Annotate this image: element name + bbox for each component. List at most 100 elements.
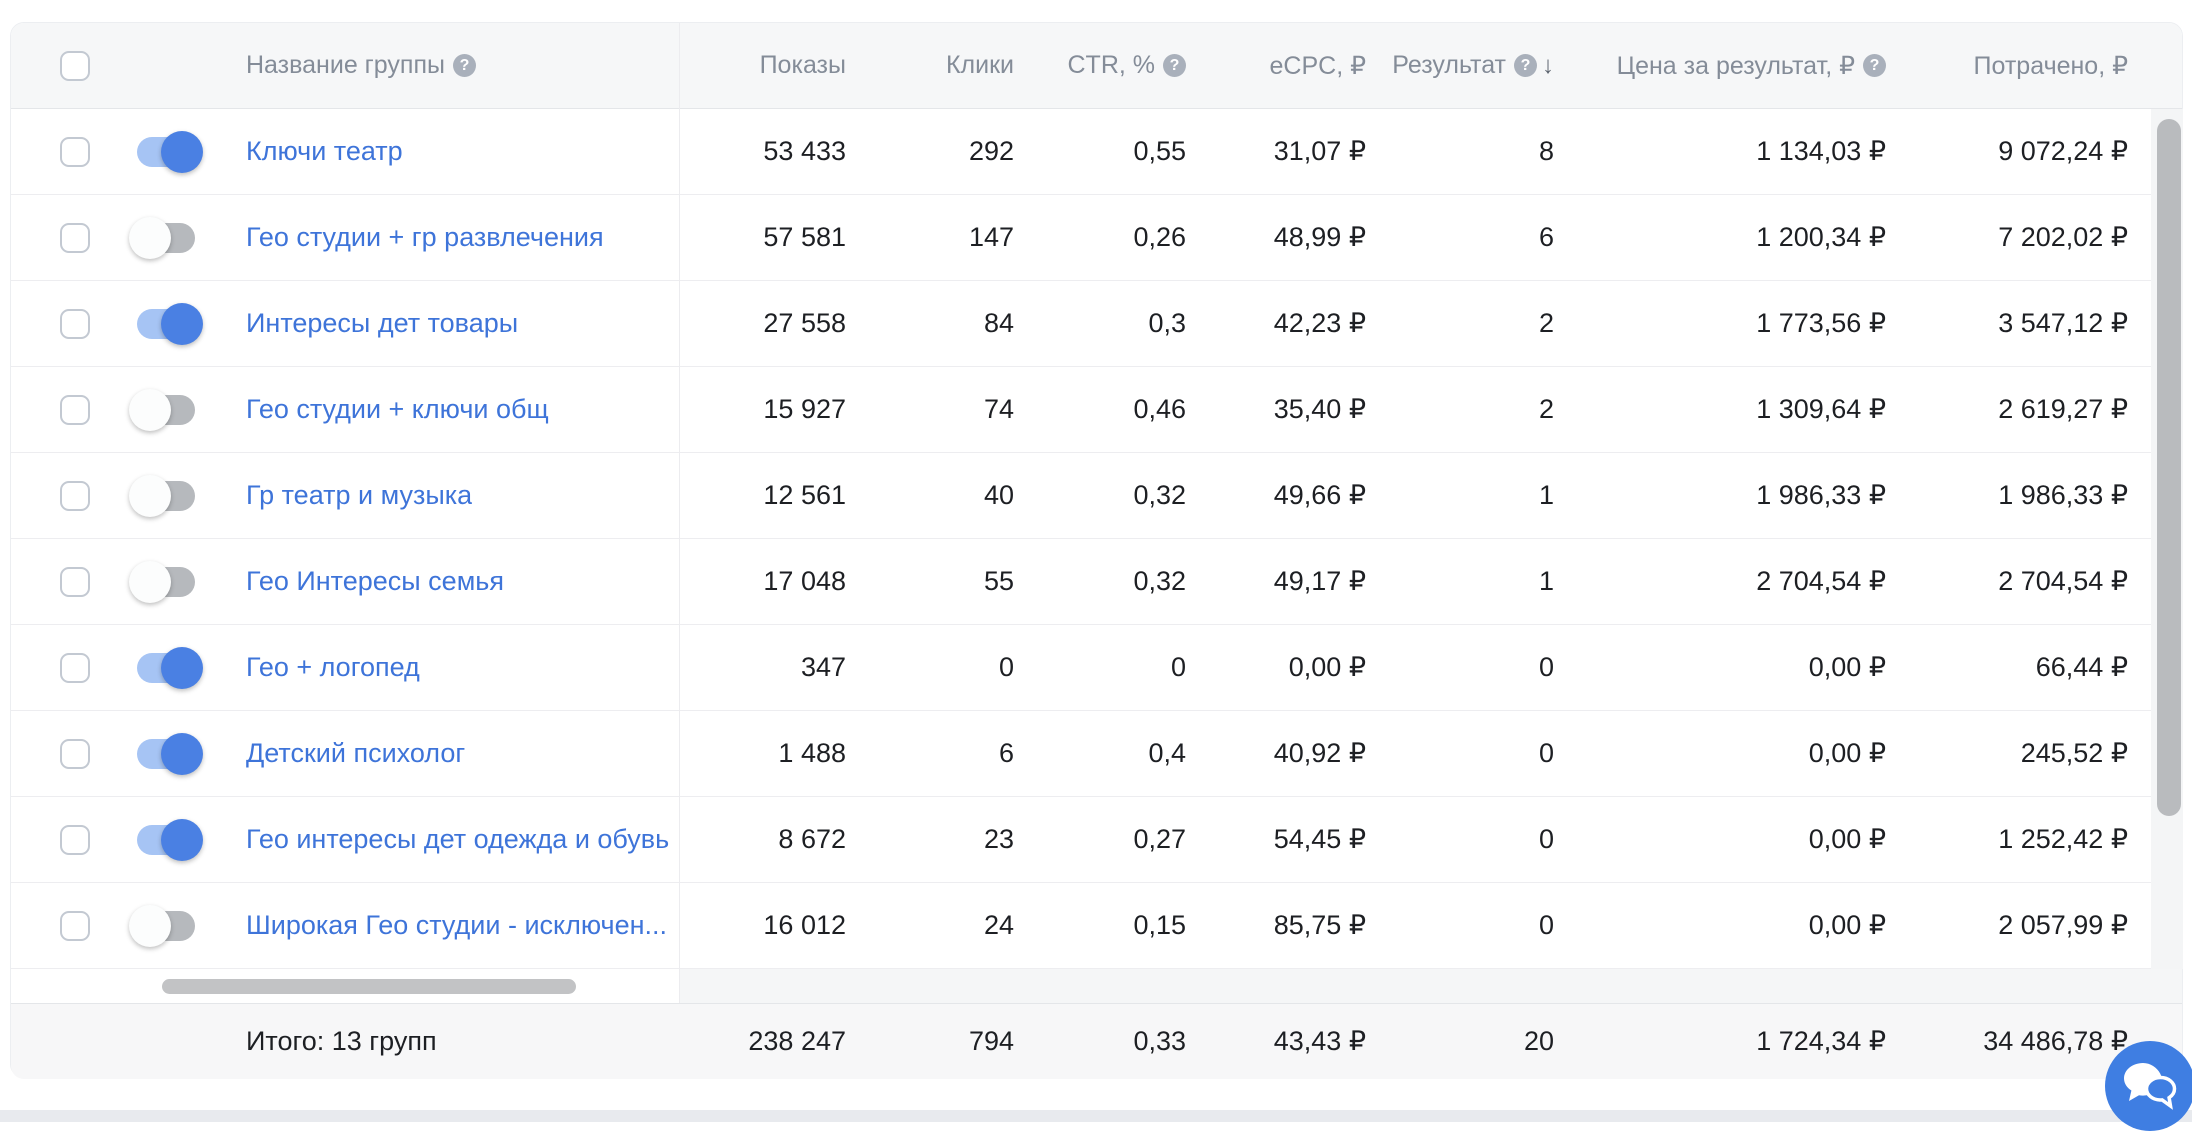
group-name-link[interactable]: Гео + логопед <box>246 652 420 682</box>
column-header-name[interactable]: Название группы ? <box>246 51 679 80</box>
cell-ctr: 0,4 <box>1148 738 1186 768</box>
row-toggle[interactable] <box>129 904 195 947</box>
select-all-checkbox[interactable] <box>60 50 90 81</box>
cell-ecpc: 49,66 ₽ <box>1273 480 1366 510</box>
cell-ctr: 0,27 <box>1133 824 1186 854</box>
cell-ctr: 0,46 <box>1133 394 1186 424</box>
column-header-clicks[interactable]: Клики <box>945 51 1014 79</box>
toggle-knob <box>161 302 203 345</box>
row-checkbox[interactable] <box>60 566 90 597</box>
cell-spent: 245,52 ₽ <box>2020 738 2128 768</box>
row-toggle[interactable] <box>129 388 195 431</box>
column-header-spent[interactable]: Потрачено, ₽ <box>1973 51 2128 80</box>
total-ecpc: 43,43 ₽ <box>1273 1026 1366 1056</box>
row-toggle[interactable] <box>137 646 203 689</box>
cell-ecpc: 0,00 ₽ <box>1288 652 1366 682</box>
column-header-ctr[interactable]: CTR, %? <box>1014 51 1186 80</box>
cell-result: 6 <box>1538 222 1554 252</box>
row-toggle[interactable] <box>137 818 203 861</box>
toggle-knob <box>161 818 203 861</box>
page-bottom-strip <box>0 1110 2192 1122</box>
cell-clicks: 147 <box>968 222 1014 252</box>
table-row: Гео интересы дет одежда и обувь 8 672 23… <box>11 797 2182 883</box>
totals-row: Итого: 13 групп 238 247 794 0,33 43,43 ₽… <box>11 1003 2182 1079</box>
cell-result: 8 <box>1538 136 1554 166</box>
group-name-link[interactable]: Ключи театр <box>246 136 403 166</box>
row-toggle[interactable] <box>129 474 195 517</box>
cell-shows: 1 488 <box>778 738 846 768</box>
cell-cost-per-result: 0,00 ₽ <box>1808 824 1886 854</box>
table-row: Гео Интересы семья 17 048 55 0,32 49,17 … <box>11 539 2182 625</box>
table-body: Ключи театр 53 433 292 0,55 31,07 ₽ 8 1 … <box>11 109 2182 969</box>
table-row: Интересы дет товары 27 558 84 0,3 42,23 … <box>11 281 2182 367</box>
horizontal-scrollbar-thumb[interactable] <box>162 979 576 994</box>
cell-ctr: 0,3 <box>1148 308 1186 338</box>
row-toggle[interactable] <box>129 560 195 603</box>
cell-ecpc: 49,17 ₽ <box>1273 566 1366 596</box>
cell-ecpc: 54,45 ₽ <box>1273 824 1366 854</box>
cell-ecpc: 31,07 ₽ <box>1273 136 1366 166</box>
cell-shows: 27 558 <box>763 308 846 338</box>
vertical-scrollbar-thumb[interactable] <box>2157 119 2181 816</box>
row-checkbox[interactable] <box>60 394 90 425</box>
row-toggle[interactable] <box>137 302 203 345</box>
cell-ctr: 0,32 <box>1133 480 1186 510</box>
cell-cost-per-result: 0,00 ₽ <box>1808 910 1886 940</box>
toggle-knob <box>129 560 171 603</box>
cell-spent: 7 202,02 ₽ <box>1998 222 2128 252</box>
row-checkbox[interactable] <box>60 480 90 511</box>
hscroll-track-shade <box>679 969 2182 1003</box>
column-header-cost-per-result[interactable]: Цена за результат, ₽? <box>1554 51 1886 81</box>
toggle-knob <box>129 904 171 947</box>
row-checkbox[interactable] <box>60 910 90 941</box>
cell-shows: 53 433 <box>763 136 846 166</box>
help-icon[interactable]: ? <box>1163 54 1186 77</box>
cell-clicks: 23 <box>983 824 1014 854</box>
row-checkbox[interactable] <box>60 652 90 683</box>
cell-cost-per-result: 1 200,34 ₽ <box>1756 222 1886 252</box>
cell-result: 0 <box>1538 738 1554 768</box>
row-checkbox[interactable] <box>60 308 90 339</box>
cell-result: 1 <box>1538 566 1554 596</box>
row-checkbox[interactable] <box>60 738 90 769</box>
cell-ecpc: 48,99 ₽ <box>1273 222 1366 252</box>
cell-clicks: 0 <box>998 652 1014 682</box>
table-row: Гео студии + ключи общ 15 927 74 0,46 35… <box>11 367 2182 453</box>
help-icon[interactable]: ? <box>1863 54 1886 77</box>
help-icon[interactable]: ? <box>452 54 476 77</box>
group-name-link[interactable]: Гео интересы дет одежда и обувь <box>246 824 670 854</box>
row-checkbox[interactable] <box>60 222 90 253</box>
toggle-knob <box>161 646 203 689</box>
group-name-link[interactable]: Гео студии + гр развлечения <box>246 222 604 252</box>
row-checkbox[interactable] <box>60 136 90 167</box>
group-name-link[interactable]: Гео Интересы семья <box>246 566 504 596</box>
column-header-shows[interactable]: Показы <box>759 51 846 79</box>
group-name-link[interactable]: Интересы дет товары <box>246 308 519 338</box>
help-icon[interactable]: ? <box>1514 54 1537 77</box>
cell-spent: 2 057,99 ₽ <box>1998 910 2128 940</box>
row-toggle[interactable] <box>137 130 203 173</box>
group-name-link[interactable]: Детский психолог <box>246 738 466 768</box>
row-checkbox[interactable] <box>60 824 90 855</box>
group-name-link[interactable]: Гео студии + ключи общ <box>246 394 549 424</box>
table-row: Широкая Гео студии - исключен... 16 012 … <box>11 883 2182 969</box>
cell-spent: 2 704,54 ₽ <box>1998 566 2128 596</box>
cell-spent: 9 072,24 ₽ <box>1998 136 2128 166</box>
cell-ctr: 0 <box>1170 652 1186 682</box>
group-name-link[interactable]: Гр театр и музыка <box>246 480 473 510</box>
column-header-result[interactable]: Результат? ↓ <box>1392 51 1554 79</box>
row-toggle[interactable] <box>137 732 203 775</box>
row-toggle[interactable] <box>129 216 195 259</box>
cell-cost-per-result: 2 704,54 ₽ <box>1756 566 1886 596</box>
cell-result: 0 <box>1538 652 1554 682</box>
support-chat-button[interactable] <box>2105 1041 2192 1131</box>
column-header-ecpc[interactable]: eCPC, ₽ <box>1269 51 1366 80</box>
cell-ecpc: 85,75 ₽ <box>1273 910 1366 940</box>
group-name-link[interactable]: Широкая Гео студии - исключен... <box>246 910 668 940</box>
cell-ctr: 0,26 <box>1133 222 1186 252</box>
ad-groups-table-card: Название группы ? Показы Клики CTR, %? e… <box>10 22 2183 1079</box>
table-row: Гео студии + гр развлечения 57 581 147 0… <box>11 195 2182 281</box>
cell-ctr: 0,55 <box>1133 136 1186 166</box>
table-row: Гр театр и музыка 12 561 40 0,32 49,66 ₽… <box>11 453 2182 539</box>
toggle-knob <box>129 388 171 431</box>
